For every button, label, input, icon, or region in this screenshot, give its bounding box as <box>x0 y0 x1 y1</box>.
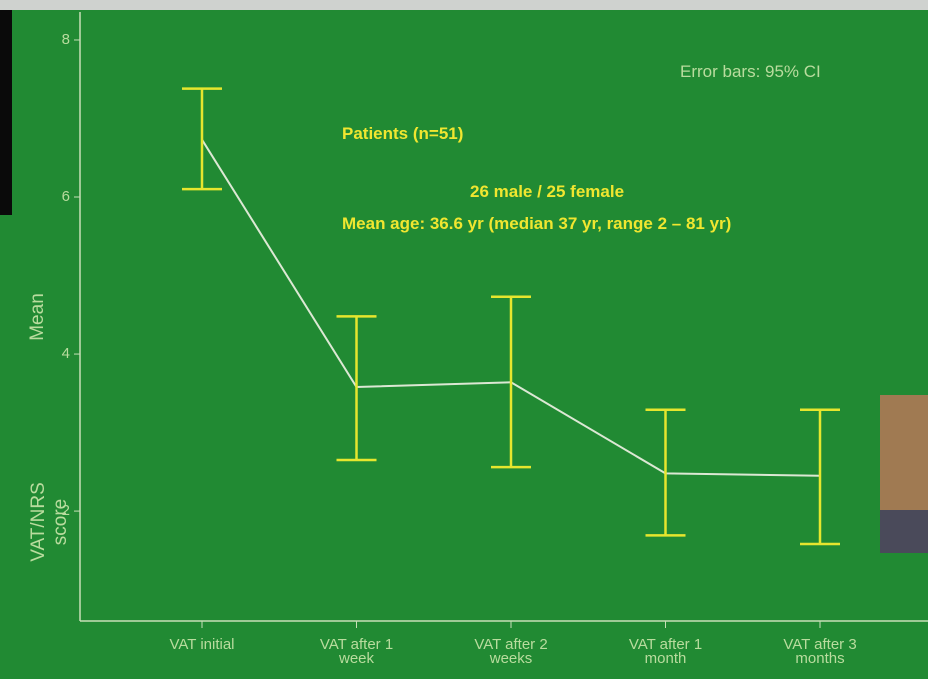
x-tick-label: VAT after 1 week <box>302 638 412 666</box>
page: 2468 Error bars: 95% CI Patients (n=51) … <box>0 0 928 679</box>
annotation: Error bars: 95% CI <box>680 62 821 82</box>
left-bar <box>0 10 12 215</box>
annotation: Mean age: 36.6 yr (median 37 yr, range 2… <box>342 214 731 234</box>
y-tick-label: 4 <box>62 345 70 362</box>
x-tick-label: VAT after 3 months <box>765 638 875 666</box>
background <box>0 10 928 679</box>
photo-fragment-dark <box>880 510 928 553</box>
x-tick-label: VAT after 2 weeks <box>456 638 566 666</box>
x-tick-label: VAT after 1 month <box>611 638 721 666</box>
chart: 2468 Error bars: 95% CI Patients (n=51) … <box>0 0 928 679</box>
y-axis-label: VAT/NRS score <box>28 482 72 562</box>
chart-svg: 2468 <box>0 0 928 679</box>
y-tick-label: 8 <box>62 31 70 48</box>
annotation: Patients (n=51) <box>342 124 463 144</box>
y-axis-label: Mean <box>31 287 45 347</box>
y-tick-label: 6 <box>62 188 70 205</box>
x-tick-label: VAT initial <box>147 638 257 652</box>
annotation: 26 male / 25 female <box>470 182 624 202</box>
